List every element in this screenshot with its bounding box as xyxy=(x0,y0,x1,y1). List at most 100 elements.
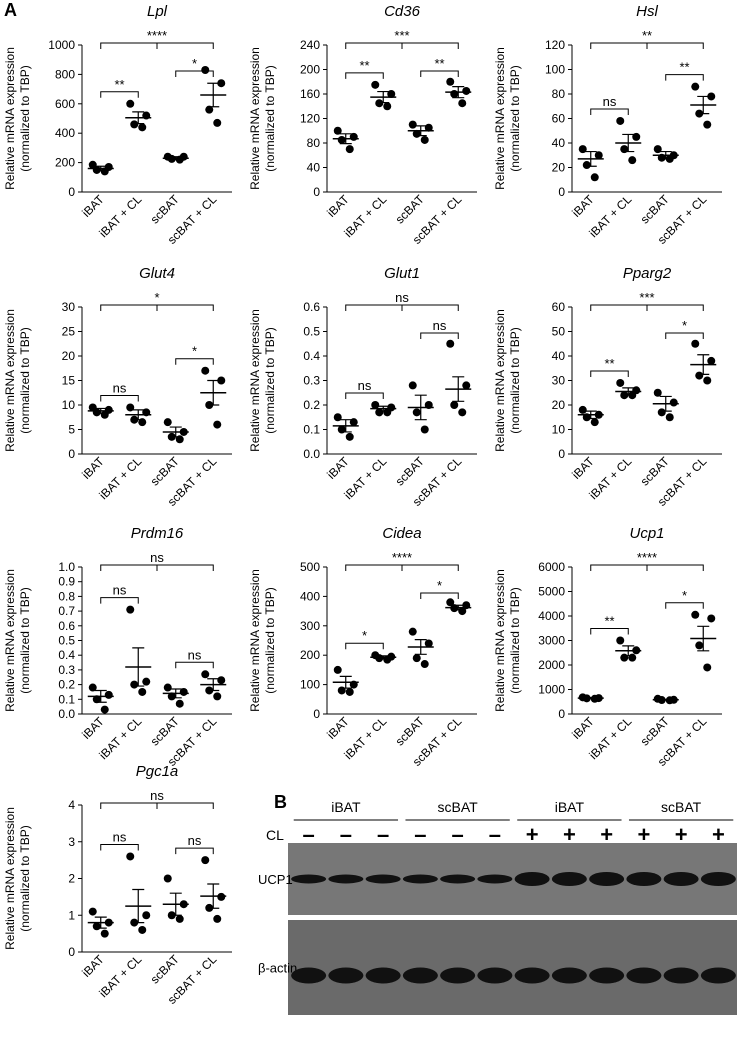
x-tick-label: iBAT xyxy=(569,192,597,220)
data-point xyxy=(420,660,429,669)
x-tick-label: iBAT xyxy=(324,454,352,482)
x-tick-label: scBAT xyxy=(638,192,673,227)
significance-label: ns xyxy=(433,318,447,333)
data-point xyxy=(100,705,109,714)
significance-bracket xyxy=(590,108,629,115)
sem-bar xyxy=(659,395,672,412)
y-tick-label: 400 xyxy=(55,126,75,140)
chart-title: Pparg2 xyxy=(623,265,672,282)
data-point xyxy=(707,356,716,365)
data-point xyxy=(578,405,587,414)
significance-label: ** xyxy=(359,58,369,73)
y-tick-label: 0.6 xyxy=(58,619,75,633)
sem-bar xyxy=(339,675,352,689)
y-tick-label: 10 xyxy=(62,398,76,412)
blot-band xyxy=(291,874,327,884)
significance-label: ns xyxy=(113,829,127,844)
data-point xyxy=(412,654,421,663)
significance-bracket xyxy=(175,661,214,669)
y-axis-label: Relative mRNA expression xyxy=(493,47,507,190)
chart-title: Hsl xyxy=(636,3,658,20)
blot-band xyxy=(477,874,513,884)
data-point xyxy=(408,120,417,129)
significance-label: ** xyxy=(434,56,444,71)
y-tick-label: 20 xyxy=(552,161,566,175)
x-tick-label: iBAT xyxy=(79,192,107,220)
data-point xyxy=(201,670,210,679)
data-point xyxy=(205,105,214,114)
sem-bar xyxy=(584,410,597,420)
y-tick-label: 4 xyxy=(68,798,75,812)
data-point xyxy=(582,161,591,170)
sem-bar xyxy=(697,95,710,115)
y-axis-label: Relative mRNA expression xyxy=(3,569,17,712)
chart-title: Prdm16 xyxy=(131,525,184,542)
sem-bar xyxy=(207,82,220,108)
y-tick-label: 30 xyxy=(62,300,76,314)
sem-bar xyxy=(584,150,597,167)
blot-band xyxy=(551,872,587,886)
data-point xyxy=(217,676,226,685)
y-tick-label: 40 xyxy=(552,136,566,150)
y-tick-label: 2000 xyxy=(538,658,565,672)
y-tick-label: 0 xyxy=(313,185,320,199)
sem-bar xyxy=(169,426,182,438)
y-axis-label: Relative mRNA expression xyxy=(3,47,17,190)
significance-bracket xyxy=(590,628,629,635)
data-point xyxy=(213,692,222,701)
data-point xyxy=(446,339,455,348)
data-point xyxy=(345,145,354,154)
blot-band xyxy=(700,872,736,886)
significance-label: **** xyxy=(392,550,412,565)
blot-band xyxy=(700,967,736,984)
y-tick-label: 800 xyxy=(55,67,75,81)
data-point xyxy=(201,366,210,375)
significance-label: * xyxy=(682,318,687,333)
significance-label: ** xyxy=(604,614,614,629)
sem-bar xyxy=(207,678,220,692)
y-axis-label: (normalized to TBP) xyxy=(18,825,32,931)
data-point xyxy=(92,922,101,931)
treatment-sign: + xyxy=(637,822,650,847)
sem-bar xyxy=(622,645,635,657)
significance-bracket xyxy=(100,564,214,571)
y-tick-label: 5 xyxy=(68,423,75,437)
blot-band xyxy=(402,967,438,984)
sem-bar xyxy=(169,156,182,161)
significance-bracket xyxy=(175,358,214,365)
data-point xyxy=(703,663,712,672)
sem-bar xyxy=(377,405,390,412)
y-tick-label: 400 xyxy=(300,589,320,603)
x-tick-label: iBAT xyxy=(79,454,107,482)
data-point xyxy=(213,914,222,923)
y-axis-label: Relative mRNA expression xyxy=(3,807,17,950)
significance-label: **** xyxy=(637,550,657,565)
row-label: UCP1 xyxy=(258,872,293,887)
data-point xyxy=(424,639,433,648)
blot-band xyxy=(328,967,364,984)
data-point xyxy=(628,156,637,165)
blot-band xyxy=(365,874,401,884)
chart-title: Glut1 xyxy=(384,265,420,282)
data-point xyxy=(446,598,455,607)
y-tick-label: 500 xyxy=(300,560,320,574)
group-label: scBAT xyxy=(661,799,702,815)
y-tick-label: 80 xyxy=(307,136,321,150)
y-axis-label: (normalized to TBP) xyxy=(18,327,32,433)
data-point xyxy=(138,687,147,696)
y-tick-label: 3 xyxy=(68,835,75,849)
y-tick-label: 0 xyxy=(558,707,565,721)
significance-bracket xyxy=(665,602,704,609)
data-point xyxy=(383,408,392,417)
y-tick-label: 1000 xyxy=(48,38,75,52)
significance-label: ns xyxy=(150,788,164,803)
y-axis-label: Relative mRNA expression xyxy=(493,309,507,452)
significance-label: * xyxy=(362,628,367,643)
treatment-sign: – xyxy=(489,822,501,847)
y-tick-label: 0.3 xyxy=(58,663,75,677)
y-tick-label: 0.6 xyxy=(303,300,320,314)
y-axis-label: Relative mRNA expression xyxy=(248,569,262,712)
sem-bar xyxy=(207,379,220,406)
data-point xyxy=(126,852,135,861)
